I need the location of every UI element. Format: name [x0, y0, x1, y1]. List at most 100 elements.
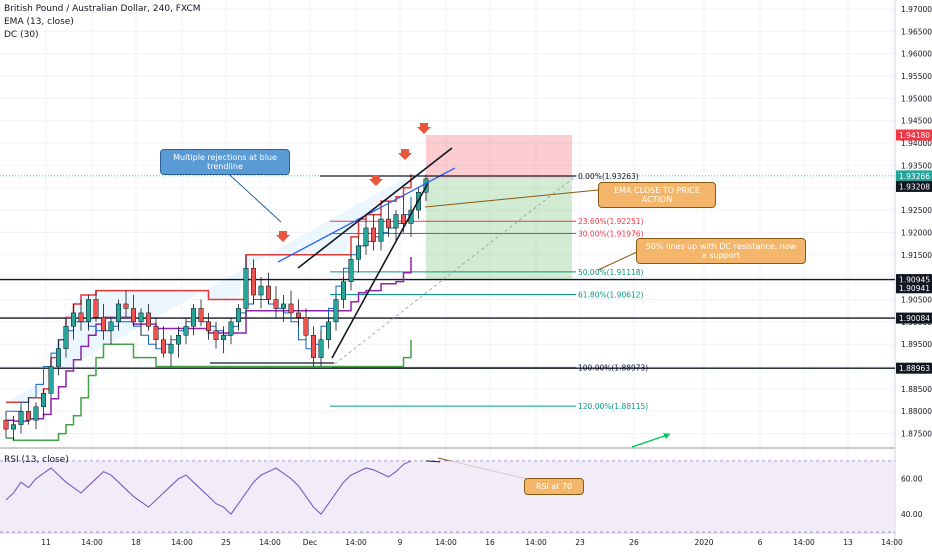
candle-body: [288, 303, 294, 314]
time-tick-label: 14:00: [171, 538, 193, 547]
candle-body: [161, 339, 166, 354]
candle-body: [236, 308, 241, 323]
time-tick-label: 6: [758, 538, 763, 547]
annotation-ema-close[interactable]: EMA CLOSE TO PRICE ACTION: [598, 182, 716, 208]
annotation-blue-trendline[interactable]: Multiple rejections at blue trendline: [160, 149, 290, 175]
candle-body: [116, 303, 121, 323]
price-badge-label: 1.90084: [899, 314, 930, 323]
rsi-marker: [425, 460, 441, 463]
dc-band-fill: [6, 174, 411, 403]
price-tick-label: 1.94000: [901, 139, 932, 148]
rsi-band: [0, 460, 895, 532]
price-tick-label: 1.94500: [901, 117, 932, 126]
wedge-upper-line: [297, 147, 453, 269]
time-tick-label: 14:00: [793, 538, 815, 547]
candle-body: [206, 321, 211, 332]
price-badge: [896, 170, 932, 182]
price-tick-label: 1.92000: [901, 228, 932, 237]
price-badge: [896, 312, 932, 324]
price-badge: [896, 362, 932, 374]
time-tick-label: 14:00: [345, 538, 367, 547]
candle-body: [131, 308, 136, 323]
annotation-fib-50[interactable]: 50% lines up with DC resistance, now a s…: [636, 238, 806, 264]
rsi-tick-label: 40.00: [901, 510, 923, 519]
time-tick-label: 14:00: [435, 538, 457, 547]
candle-body: [273, 299, 279, 309]
price-tick-label: 1.91500: [901, 251, 932, 260]
price-badge: [896, 274, 932, 286]
dc-lower-line: [6, 339, 412, 442]
fib-level-label: 0.00%(1.93263): [578, 172, 639, 181]
fib-level-label: 23.60%(1.92251): [578, 217, 644, 226]
candle-body: [221, 335, 226, 340]
candle-body: [281, 303, 286, 309]
candle-body: [356, 245, 361, 260]
axes: 1.97000 1.96500 1.96000 1.95500 1.95000 1.945…: [41, 5, 932, 547]
price-tick-label: 1.96500: [901, 27, 932, 36]
price-tick-label: 1.88000: [901, 407, 932, 416]
price-tick-label: 1.97000: [901, 5, 932, 14]
grid: [0, 0, 896, 550]
price-badge-label: 1.88963: [899, 364, 930, 373]
candle-body: [386, 218, 391, 229]
legend-ema[interactable]: EMA (13, close): [4, 17, 74, 27]
candle-body: [86, 299, 91, 323]
time-tick-label: 23: [575, 538, 585, 547]
time-tick-label: 2020: [694, 538, 713, 547]
time-tick-label: 14:00: [525, 538, 547, 547]
candle-body: [378, 218, 384, 242]
candle-body: [243, 267, 249, 309]
callout-pointer: [597, 251, 638, 271]
price-tick-label: 1.88500: [901, 385, 932, 394]
candle-body: [93, 299, 99, 318]
candle-body: [3, 419, 9, 430]
candle-body: [168, 343, 174, 354]
green-arrow-head-icon: [663, 433, 670, 439]
candle-body: [371, 227, 376, 242]
time-tick-label: 9: [398, 538, 403, 547]
candle-body: [341, 281, 346, 300]
fib-level-label: 50.00%(1.91118): [578, 268, 644, 277]
candle-body: [101, 317, 106, 332]
time-tick-label: 18: [131, 538, 141, 547]
price-tick-label: 1.89500: [901, 340, 932, 349]
annotation-rsi[interactable]: RSI at 70: [524, 478, 584, 495]
price-badge: [896, 129, 932, 141]
candle-body: [41, 393, 46, 408]
price-tick-label: 1.95000: [901, 94, 932, 103]
candle-body: [176, 335, 181, 345]
candle-body: [78, 312, 84, 323]
price-badge-label: 1.93266: [899, 172, 930, 181]
price-badge: [896, 282, 932, 294]
legend-dc[interactable]: DC (30): [4, 30, 39, 40]
chart-title: British Pound / Australian Dollar, 240, …: [4, 4, 201, 14]
green-arrow: [631, 433, 671, 448]
fib-level-label: 100.00%(1.88973): [578, 364, 648, 373]
candle-body: [63, 326, 69, 349]
candle-body: [108, 321, 114, 332]
price-badge-label: 1.94180: [899, 131, 930, 140]
time-tick-label: 14:00: [259, 538, 281, 547]
rsi-tick-label: 60.00: [901, 475, 923, 484]
time-tick-label: 14:00: [81, 538, 103, 547]
down-arrow-icon: [276, 231, 290, 242]
price-badge-label: 1.90945: [899, 276, 930, 285]
price-badge-label: 1.90941: [899, 284, 930, 293]
price-tick-label: 1.96000: [901, 50, 932, 59]
price-tick-label: 1.90500: [901, 295, 932, 304]
candle-body: [318, 339, 324, 358]
price-badge: [896, 180, 932, 192]
candle-body: [348, 259, 354, 282]
price-badge-label: 1.93208: [899, 182, 930, 191]
legend-rsi[interactable]: RSI (13, close): [4, 455, 69, 465]
candle-body: [363, 227, 369, 247]
candle-body: [138, 312, 144, 323]
price-tick-label: 1.92500: [901, 206, 932, 215]
time-tick-label: Dec: [303, 538, 318, 547]
fib-level-label: 30.00%(1.91976): [578, 230, 644, 239]
candle-body: [296, 312, 301, 318]
time-tick-label: 16: [485, 538, 495, 547]
callout-pointer: [424, 189, 599, 208]
